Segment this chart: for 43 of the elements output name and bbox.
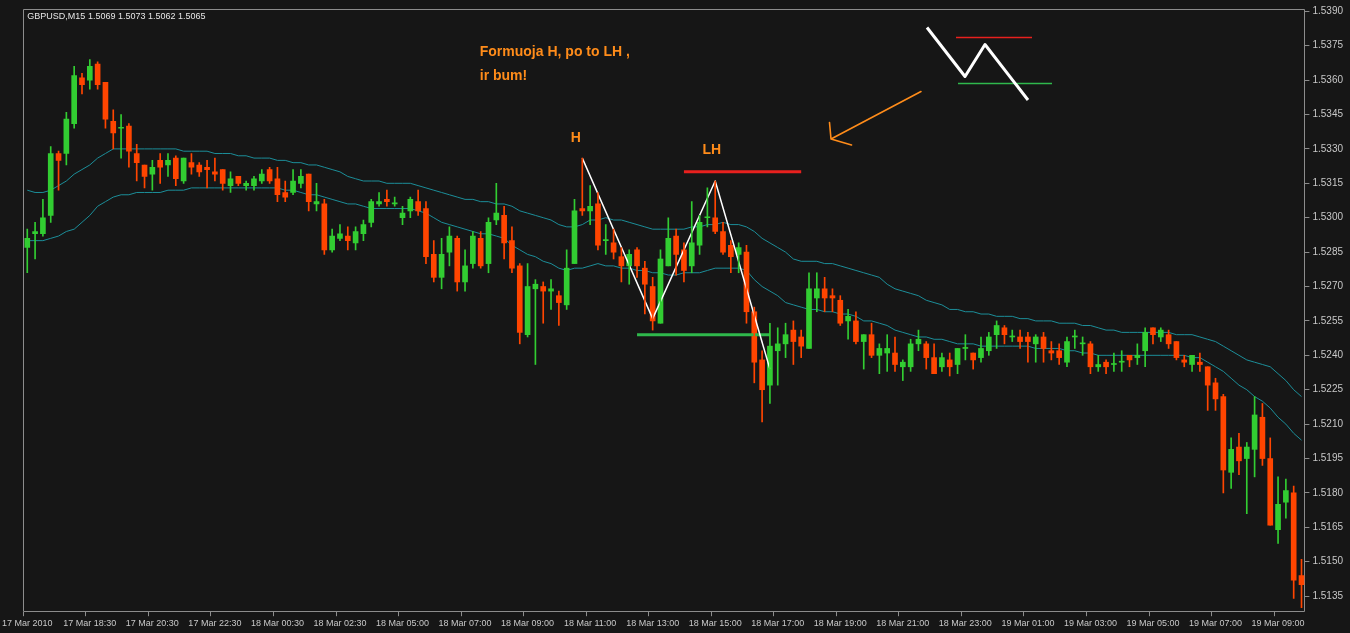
- chart-title: GBPUSD,M15 1.5069 1.5073 1.5062 1.5065: [27, 11, 206, 22]
- y-tick-label: 1.5135: [1312, 589, 1344, 601]
- x-tick-label: 17 Mar 22:30: [188, 618, 242, 629]
- annotation: Formuoja H, po to LH , ir bum!: [479, 42, 630, 86]
- y-tick-label: 1.5345: [1312, 108, 1344, 120]
- y-tick-label: 1.5225: [1312, 383, 1344, 395]
- y-tick-label: 1.5150: [1312, 555, 1344, 567]
- x-tick-label: 18 Mar 07:00: [438, 618, 492, 629]
- y-tick-label: 1.5195: [1312, 452, 1344, 464]
- annotation: H: [570, 128, 581, 148]
- x-tick-label: 18 Mar 02:30: [313, 618, 367, 629]
- x-tick-label: 19 Mar 03:00: [1063, 618, 1117, 629]
- y-tick-label: 1.5360: [1312, 73, 1344, 85]
- x-tick-label: 18 Mar 23:00: [938, 618, 992, 629]
- annotation: LH: [702, 139, 722, 159]
- x-tick-label: 18 Mar 19:00: [813, 618, 867, 629]
- y-tick-label: 1.5330: [1312, 142, 1344, 154]
- x-tick-label: 19 Mar 05:00: [1126, 618, 1180, 629]
- y-tick-label: 1.5270: [1312, 280, 1344, 292]
- x-tick-label: 19 Mar 09:00: [1251, 618, 1305, 629]
- x-tick-label: 18 Mar 13:00: [626, 618, 680, 629]
- x-tick-label: 18 Mar 09:00: [501, 618, 555, 629]
- y-tick-label: 1.5210: [1312, 417, 1344, 429]
- y-tick-label: 1.5315: [1312, 177, 1344, 189]
- x-tick-label: 17 Mar 20:30: [125, 618, 179, 629]
- x-tick-label: 18 Mar 00:30: [250, 618, 304, 629]
- y-tick-label: 1.5180: [1312, 486, 1344, 498]
- x-tick-label: 18 Mar 05:00: [375, 618, 430, 629]
- y-tick-label: 1.5165: [1312, 521, 1344, 533]
- x-tick-label: 18 Mar 17:00: [751, 618, 805, 629]
- x-tick-label: 19 Mar 01:00: [1001, 618, 1055, 629]
- y-tick-label: 1.5390: [1312, 5, 1344, 17]
- x-tick-label: 19 Mar 07:00: [1188, 618, 1243, 629]
- x-tick-label: 18 Mar 21:00: [876, 618, 930, 629]
- x-tick-label: 18 Mar 11:00: [563, 618, 617, 629]
- y-tick-label: 1.5300: [1312, 211, 1344, 223]
- x-tick-label: 18 Mar 15:00: [688, 618, 742, 629]
- x-tick-label: 17 Mar 18:30: [63, 618, 117, 629]
- x-tick-label: 17 Mar 2010: [2, 618, 53, 629]
- y-tick-label: 1.5255: [1312, 314, 1344, 326]
- y-tick-label: 1.5240: [1312, 349, 1344, 361]
- y-tick-label: 1.5375: [1312, 39, 1344, 51]
- y-tick-label: 1.5285: [1312, 245, 1344, 257]
